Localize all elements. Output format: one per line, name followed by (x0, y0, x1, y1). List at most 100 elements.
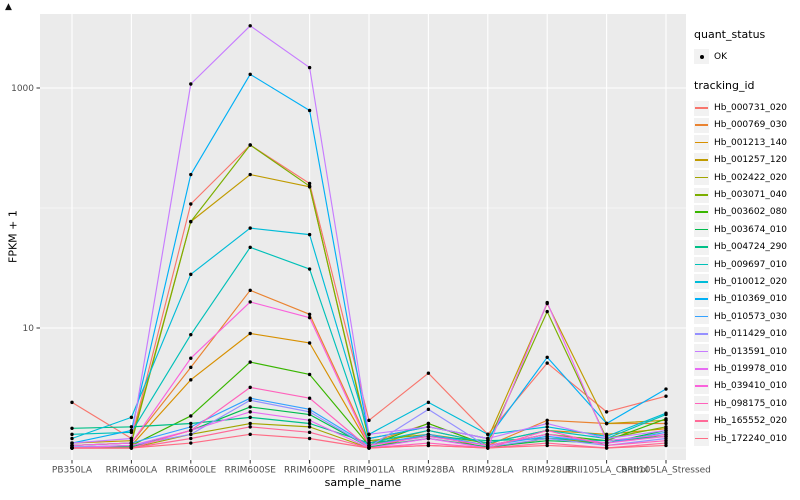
legend-title-quant-status: quant_status (694, 28, 766, 41)
data-point (70, 443, 74, 448)
data-point (604, 441, 609, 445)
data-point (604, 443, 609, 448)
legend-title-tracking-id: tracking_id (694, 79, 755, 93)
legend-item-label: Hb_010573_030 (714, 311, 788, 322)
data-point (426, 425, 431, 429)
data-point (70, 436, 74, 441)
data-point (426, 421, 431, 426)
legend-item-label: OK (714, 51, 727, 62)
legend-key-box (694, 239, 709, 255)
legend-key-box (694, 187, 709, 203)
data-point (189, 356, 193, 360)
data-point (248, 421, 252, 426)
data-point (604, 421, 609, 426)
data-point (189, 432, 193, 437)
legend-item-label: Hb_003071_040 (714, 190, 788, 201)
data-point (189, 378, 193, 382)
data-point (129, 446, 134, 450)
legend-key-box (694, 49, 709, 65)
legend-key-line-icon (695, 107, 708, 109)
legend-key-line-icon (695, 194, 708, 196)
data-point (367, 441, 371, 445)
x-tick-label: RRIM600LA (106, 466, 158, 476)
data-point (307, 312, 312, 317)
legend-item: Hb_039410_010 (694, 378, 798, 395)
data-point (486, 432, 490, 437)
data-point (248, 24, 252, 28)
legend-key-box (694, 413, 709, 429)
data-point (307, 341, 312, 345)
legend-item-label: Hb_013591_010 (714, 346, 788, 357)
data-point (307, 407, 312, 412)
data-point (545, 425, 549, 429)
legend-item-label: Hb_010012_020 (714, 276, 788, 287)
data-point (664, 421, 668, 426)
data-point (307, 65, 312, 70)
legend-item-label: Hb_009697_010 (714, 259, 788, 270)
data-point (426, 428, 431, 433)
legend-key-box (694, 257, 709, 273)
legend-item: Hb_004724_290 (694, 239, 798, 256)
data-point (307, 108, 312, 113)
legend-item-label: Hb_001257_120 (714, 155, 788, 166)
x-tick-label: RRIM928LA (462, 466, 514, 476)
legend-item-label: Hb_003602_080 (714, 207, 788, 218)
legend-tracking-items: Hb_000731_020 Hb_000769_030 Hb_001213_140 H… (694, 99, 798, 447)
data-point (307, 421, 312, 426)
legend-key-line-icon (695, 124, 708, 127)
legend-key-line-icon (695, 402, 708, 405)
data-point (545, 418, 549, 423)
x-tick-label: RRII105LA_Control (565, 466, 648, 476)
data-point (426, 434, 431, 439)
data-point (70, 426, 74, 430)
data-point (367, 432, 371, 437)
data-point (70, 441, 74, 445)
legend-key-box (694, 135, 709, 151)
legend-key-line-icon (695, 246, 708, 248)
x-axis-title: sample_name (324, 476, 402, 489)
data-point (664, 387, 668, 391)
data-point (307, 184, 312, 188)
data-point (604, 410, 609, 414)
legend-key-line-icon (695, 211, 708, 214)
legend-key-line-icon (695, 176, 708, 179)
legend-item: Hb_003071_040 (694, 186, 798, 203)
data-point (189, 425, 193, 429)
legend-item-label: Hb_019978_010 (714, 363, 788, 374)
legend-item-label: Hb_011429_010 (714, 329, 788, 340)
data-point (545, 309, 549, 314)
legend-key-box (694, 309, 709, 325)
legend-item: Hb_172240_010 (694, 430, 798, 447)
legend-key-box (694, 326, 709, 342)
data-point (248, 300, 252, 304)
data-point (486, 436, 490, 441)
data-point (545, 428, 549, 433)
data-point (307, 412, 312, 417)
data-point (129, 425, 134, 429)
x-tick-label: RRIM600PE (284, 466, 336, 476)
data-point (307, 418, 312, 423)
data-point (664, 417, 668, 421)
legend-key-box (694, 117, 709, 133)
data-point (545, 436, 549, 441)
legend-item: Hb_003602_080 (694, 204, 798, 221)
data-point (189, 172, 193, 177)
data-point (129, 443, 134, 448)
data-point (307, 232, 312, 237)
legend-key-line-icon (695, 367, 708, 370)
legend-key-line-icon (695, 315, 708, 318)
data-point (664, 411, 668, 415)
data-point (426, 371, 431, 375)
legend-item-label: Hb_039410_010 (714, 381, 788, 392)
data-point (664, 428, 668, 433)
legend-item-label: Hb_003674_010 (714, 224, 788, 235)
data-point (307, 315, 312, 320)
legend-key-box (694, 274, 709, 290)
y-tick-label: 1000 (11, 84, 34, 94)
x-tick-label: RRIM928BA (402, 466, 455, 476)
data-point (189, 421, 193, 426)
legend-item: Hb_002422_020 (694, 169, 798, 186)
x-tick-label: RRIM928LE (522, 466, 573, 476)
legend-group-quant-status: quant_status OK (694, 28, 798, 65)
x-tick-label: RRIM600SE (224, 466, 276, 476)
